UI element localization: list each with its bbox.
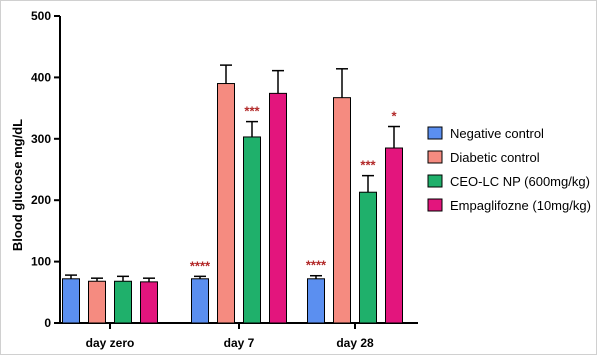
x-tick-label: day 7 xyxy=(224,336,255,350)
bar xyxy=(385,147,403,324)
bar xyxy=(114,280,132,324)
legend-swatch xyxy=(427,126,443,140)
y-tick-label: 500 xyxy=(31,9,51,23)
significance-label: **** xyxy=(190,258,211,273)
bar xyxy=(88,280,106,324)
bar xyxy=(191,278,209,324)
significance-label: *** xyxy=(244,104,260,119)
bar xyxy=(140,281,158,324)
bar xyxy=(333,97,351,324)
legend-swatch xyxy=(427,150,443,164)
bar xyxy=(269,92,287,324)
y-axis-label: Blood glucose mg/dL xyxy=(10,119,25,251)
legend-label: Diabetic control xyxy=(450,150,540,165)
y-tick-label: 400 xyxy=(31,70,51,84)
y-tick-label: 100 xyxy=(31,255,51,269)
significance-label: **** xyxy=(306,258,327,273)
legend-label: Negative control xyxy=(450,126,544,141)
y-tick-label: 200 xyxy=(31,193,51,207)
y-tick-label: 300 xyxy=(31,132,51,146)
legend-swatch xyxy=(427,174,443,188)
x-tick-label: day 28 xyxy=(336,336,374,350)
bar xyxy=(359,191,377,324)
bar xyxy=(307,278,325,324)
bar xyxy=(243,136,261,324)
bar xyxy=(62,278,80,324)
legend-label: CEO-LC NP (600mg/kg) xyxy=(450,174,590,189)
significance-label: *** xyxy=(360,158,376,173)
y-tick-label: 0 xyxy=(44,316,51,330)
legend-swatch xyxy=(427,198,443,212)
bar xyxy=(217,83,235,324)
legend-label: Empaglifozne (10mg/kg) xyxy=(450,198,591,213)
significance-label: * xyxy=(391,109,397,124)
x-tick-label: day zero xyxy=(86,336,135,350)
